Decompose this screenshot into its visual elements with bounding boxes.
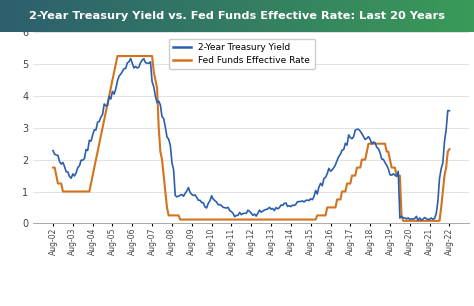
- Text: 2-Year Treasury Yield vs. Fed Funds Effective Rate: Last 20 Years: 2-Year Treasury Yield vs. Fed Funds Effe…: [29, 11, 445, 21]
- Legend: 2-Year Treasury Yield, Fed Funds Effective Rate: 2-Year Treasury Yield, Fed Funds Effecti…: [169, 39, 315, 69]
